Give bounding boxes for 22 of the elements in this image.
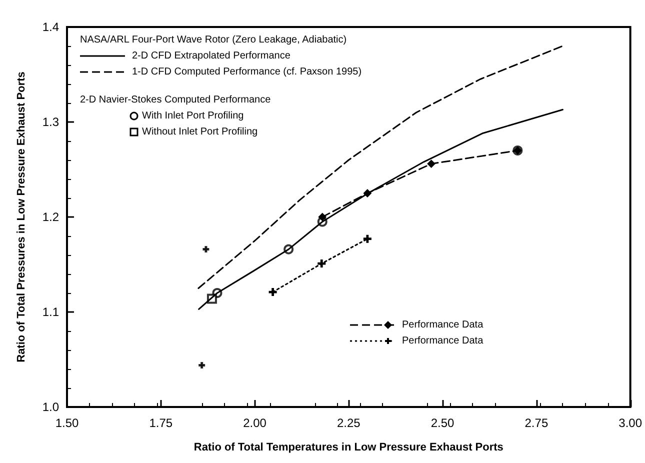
y-tick-label: 1.1 (42, 305, 60, 319)
legend-label: With Inlet Port Profiling (142, 110, 244, 122)
x-tick-label: 2.25 (336, 416, 361, 430)
legend-label: 2-D CFD Extrapolated Performance (132, 50, 291, 62)
y-tick-label: 1.2 (42, 210, 60, 224)
annotation: 2-D Navier-Stokes Computed Performance (80, 94, 272, 106)
y-tick-label: 1.0 (42, 400, 60, 414)
legend-title: NASA/ARL Four-Port Wave Rotor (Zero Leakage, Adiabatic) (80, 34, 347, 46)
y-tick-label: 1.4 (42, 20, 60, 34)
x-tick-label: 1.50 (55, 416, 79, 430)
y-tick-label: 1.3 (42, 115, 60, 129)
x-tick-label: 3.00 (618, 416, 642, 430)
legend-label: Performance Data (402, 336, 484, 346)
x-tick-label: 2.50 (430, 416, 455, 430)
x-tick-label: 2.00 (243, 416, 267, 430)
x-axis-title: Ratio of Total Temperatures in Low Pressure Exhaust Ports (194, 442, 504, 454)
y-axis-title: Ratio of Total Pressures in Low Pressure Exhaust Ports (16, 72, 28, 362)
legend-label: Without Inlet Port Profiling (142, 126, 258, 138)
x-tick-label: 2.75 (524, 416, 548, 430)
legend-label: 1-D CFD Computed Performance (cf. Paxson 1995) (132, 66, 362, 78)
legend-label: Performance Data (402, 320, 484, 330)
x-tick-label: 1.75 (149, 416, 173, 430)
